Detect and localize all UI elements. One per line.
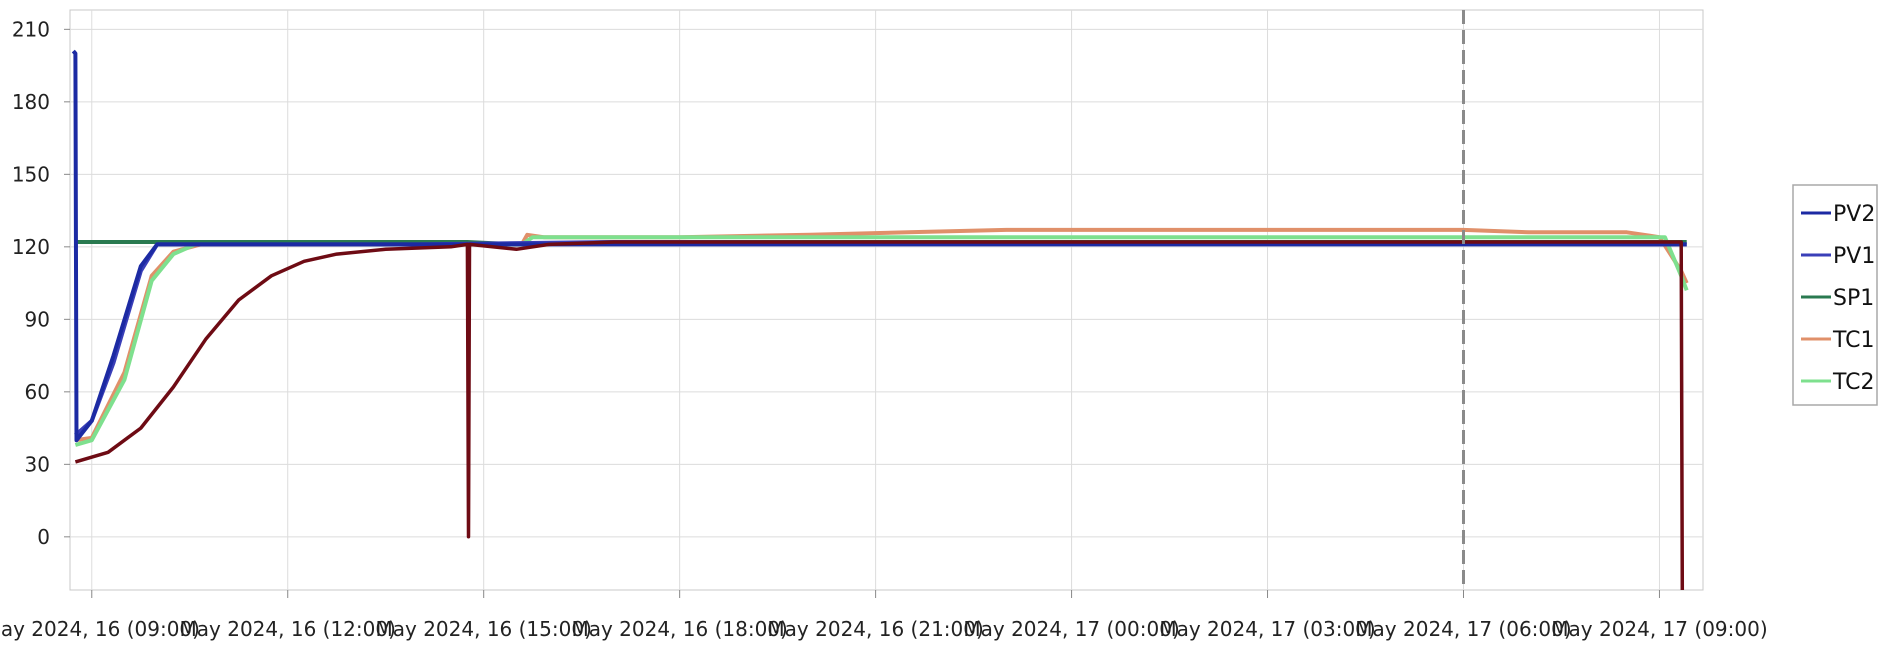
x-tick-label: May 2024, 17 (03:00) <box>1159 617 1375 641</box>
y-tick-label: 90 <box>25 307 50 331</box>
legend-label: SP1 <box>1833 286 1874 311</box>
x-tick-label: May 2024, 16 (21:00) <box>767 617 983 641</box>
y-tick-label: 150 <box>12 162 50 186</box>
legend-label: PV2 <box>1833 202 1875 227</box>
grid <box>69 9 1704 591</box>
legend-label: TC1 <box>1832 328 1875 353</box>
y-tick-label: 60 <box>25 380 50 404</box>
x-tick-label: May 2024, 16 (18:00) <box>571 617 787 641</box>
x-tick-label: May 2024, 16 (09:00) <box>0 617 200 641</box>
x-tick-label: May 2024, 16 (15:00) <box>376 617 592 641</box>
y-tick-label: 0 <box>37 525 50 549</box>
x-tick-label: May 2024, 17 (06:00) <box>1355 617 1571 641</box>
y-tick-label: 30 <box>25 452 50 476</box>
plot-area <box>69 9 1704 591</box>
y-tick-label: 210 <box>12 17 50 41</box>
legend-box <box>1792 184 1878 406</box>
y-tick-label: 120 <box>12 235 50 259</box>
y-tick-label: 180 <box>12 90 50 114</box>
legend-label: PV1 <box>1833 244 1875 269</box>
legend-label: TC2 <box>1832 370 1875 395</box>
x-tick-label: May 2024, 17 (09:00) <box>1551 617 1767 641</box>
legend: PV2 PV1 SP1 TC1 TC2 <box>1792 184 1878 406</box>
series-layer <box>71 10 1689 591</box>
series-line-unlabeled-5 <box>74 240 1685 591</box>
x-tick-label: May 2024, 17 (00:00) <box>963 617 1179 641</box>
x-tick-label: May 2024, 16 (12:00) <box>180 617 396 641</box>
